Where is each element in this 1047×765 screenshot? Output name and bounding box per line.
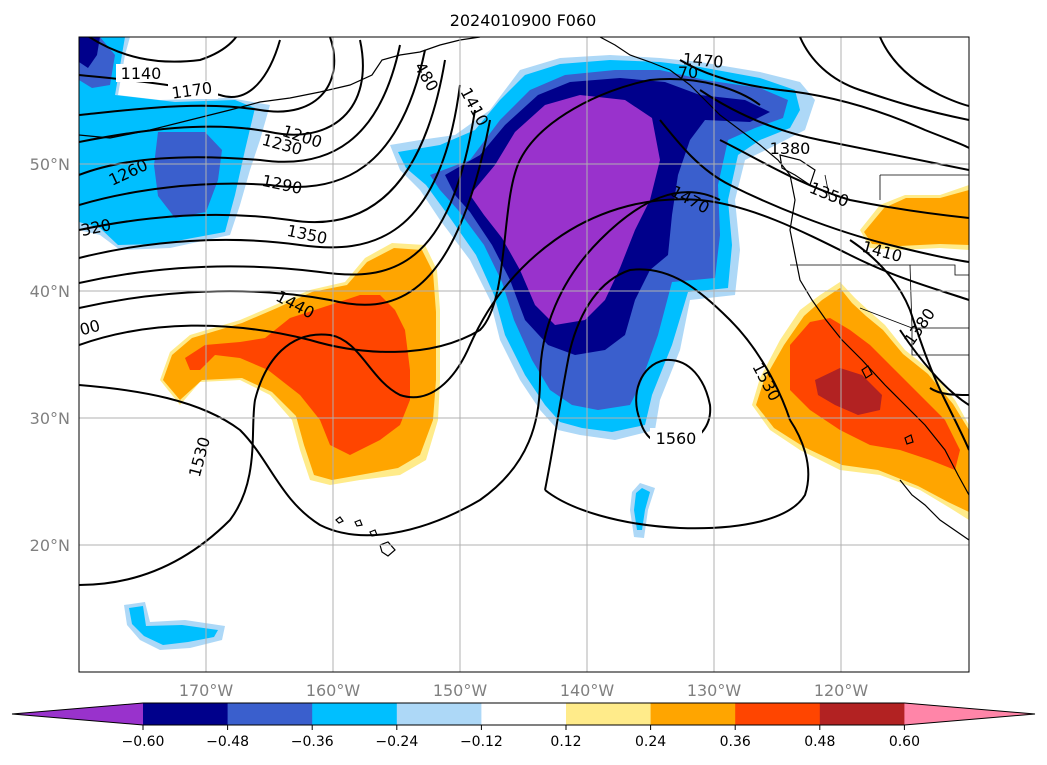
height-contours bbox=[79, 37, 969, 586]
longitude-labels: 170°W 160°W 150°W 140°W 130°W 120°W bbox=[179, 681, 869, 700]
colorbar-tick-label: −0.12 bbox=[460, 734, 503, 750]
colorbar-tick-label: −0.36 bbox=[291, 734, 334, 750]
colorbar: −0.60 −0.48 −0.36 −0.24 −0.12 0.12 0.24 0.36 0.4… bbox=[11, 702, 1036, 750]
colorbar-swatch bbox=[566, 703, 652, 725]
contour-label: 1380 bbox=[770, 139, 811, 158]
latitude-labels: 50°N 40°N 30°N 20°N bbox=[30, 155, 70, 555]
colorbar-swatch bbox=[819, 703, 905, 725]
colorbar-extend-max bbox=[904, 703, 1035, 725]
label-bg bbox=[116, 64, 166, 82]
negative-anomaly-shading bbox=[79, 37, 815, 650]
contour-label: 1470 bbox=[682, 49, 724, 71]
lat-label-30n: 30°N bbox=[30, 409, 70, 428]
lon-label-120w: 120°W bbox=[814, 681, 869, 700]
lon-label-160w: 160°W bbox=[306, 681, 361, 700]
lat-label-50n: 50°N bbox=[30, 155, 70, 174]
colorbar-tick-label: 0.12 bbox=[550, 734, 581, 750]
colorbar-swatch bbox=[481, 703, 567, 725]
map-area: 1140 1170 1200 1230 1260 1290 320 1350 1… bbox=[78, 37, 969, 672]
colorbar-swatch bbox=[650, 703, 736, 725]
lon-label-170w: 170°W bbox=[179, 681, 234, 700]
colorbar-tick-label: 0.24 bbox=[635, 734, 666, 750]
map-frame bbox=[78, 36, 970, 673]
colorbar-tick-label: −0.48 bbox=[206, 734, 249, 750]
lon-label-130w: 130°W bbox=[687, 681, 742, 700]
colorbar-tick-label: 0.60 bbox=[889, 734, 920, 750]
contour-label: 1140 bbox=[121, 64, 162, 83]
label-bg bbox=[650, 428, 702, 448]
colorbar-swatch bbox=[312, 703, 398, 725]
colorbar-tick-label: 0.48 bbox=[804, 734, 835, 750]
lon-label-140w: 140°W bbox=[560, 681, 615, 700]
contour-label: 1560 bbox=[656, 429, 697, 448]
lat-label-20n: 20°N bbox=[30, 536, 70, 555]
colorbar-swatch bbox=[227, 703, 313, 725]
colorbar-swatch bbox=[735, 703, 821, 725]
colorbar-swatch bbox=[396, 703, 482, 725]
colorbar-extend-min bbox=[12, 703, 143, 725]
contour-label: 00 bbox=[78, 316, 103, 340]
colorbar-tick-label: 0.36 bbox=[720, 734, 751, 750]
colorbar-swatch bbox=[143, 703, 229, 725]
lat-label-40n: 40°N bbox=[30, 282, 70, 301]
colorbar-tick-label: −0.24 bbox=[375, 734, 418, 750]
positive-anomaly-shading bbox=[160, 185, 969, 520]
lon-label-150w: 150°W bbox=[433, 681, 488, 700]
contour-label: 70 bbox=[678, 63, 698, 82]
colorbar-tick-label: −0.60 bbox=[122, 734, 165, 750]
graticule bbox=[79, 37, 969, 672]
label-bg bbox=[168, 81, 218, 99]
figure-title: 2024010900 F060 bbox=[450, 11, 597, 30]
